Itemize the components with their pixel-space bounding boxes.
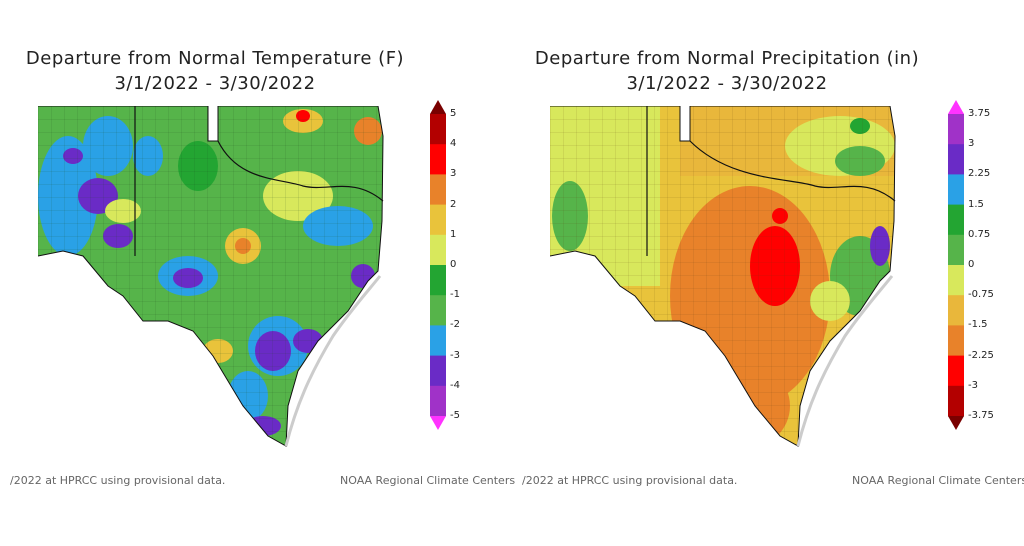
- precipitation-legend-band: [948, 265, 964, 296]
- precipitation-legend-tick-label: 2.25: [968, 168, 991, 180]
- precipitation-legend-cap-top: [948, 100, 964, 114]
- temperature-map: [38, 106, 384, 447]
- temperature-legend: 5 4 3 2 1 0 -1 -2 -3 -4 -5: [430, 100, 490, 430]
- precipitation-legend-tick-label: 1.5: [968, 198, 984, 210]
- temperature-legend-tick-label: -2: [450, 319, 460, 331]
- temperature-legend-tick-label: -3: [450, 349, 460, 361]
- precipitation-legend-tick-label: 3.75: [968, 108, 991, 119]
- precipitation-legend-tick-label: -3: [968, 379, 978, 391]
- precipitation-legend-tick-label: 0.75: [968, 228, 991, 240]
- temperature-date-range: 3/1/2022 - 3/30/2022: [114, 73, 316, 94]
- precipitation-legend-band: [948, 295, 964, 326]
- precipitation-legend-band: [948, 385, 964, 417]
- temperature-legend-band: [430, 174, 446, 206]
- temperature-legend-band: [430, 234, 446, 266]
- precipitation-legend: 3.75 3 2.25 1.5 0.75 0 -0.75 -1.5 -2.25 -3 -3.75: [948, 100, 1008, 430]
- precipitation-legend-band: [948, 355, 964, 387]
- temperature-legend-tick-label: -5: [450, 410, 460, 421]
- temperature-legend-tick-label: 5: [450, 108, 457, 119]
- temperature-legend-tick-label: 4: [450, 138, 457, 150]
- precipitation-footer-note: /2022 at HPRCC using provisional data.: [522, 474, 738, 487]
- precipitation-legend-cap-bottom: [948, 416, 964, 430]
- precipitation-date-range: 3/1/2022 - 3/30/2022: [626, 73, 828, 94]
- temperature-legend-tick-label: 0: [450, 259, 457, 270]
- precipitation-legend-tick-label: -3.75: [968, 410, 994, 421]
- precipitation-title: Departure from Normal Precipitation (in): [534, 48, 920, 69]
- precipitation-panel: Departure from Normal Precipitation (in)…: [512, 0, 1024, 546]
- temperature-legend-tick-label: -4: [450, 379, 460, 391]
- precipitation-legend-band: [948, 204, 964, 236]
- temperature-legend-band: [430, 204, 446, 236]
- precipitation-legend-tick-label: -1.5: [968, 319, 988, 331]
- precipitation-legend-band: [948, 234, 964, 266]
- precipitation-legend-band: [948, 144, 964, 175]
- temperature-footer-credit: NOAA Regional Climate Centers: [340, 474, 516, 487]
- temperature-legend-cap-top: [430, 100, 446, 114]
- temperature-legend-band: [430, 144, 446, 175]
- temperature-legend-tick-label: 3: [450, 168, 457, 180]
- precipitation-legend-band: [948, 325, 964, 357]
- temperature-legend-band: [430, 355, 446, 387]
- temperature-legend-band: [430, 385, 446, 417]
- precipitation-legend-tick-label: -2.25: [968, 349, 994, 361]
- precipitation-legend-tick-label: -0.75: [968, 289, 994, 301]
- precipitation-map: [550, 106, 896, 447]
- precipitation-legend-band: [948, 114, 964, 145]
- temperature-legend-tick-label: 2: [450, 198, 457, 210]
- temperature-legend-tick-label: -1: [450, 289, 460, 301]
- temperature-legend-band: [430, 265, 446, 296]
- precipitation-legend-bar: [948, 100, 964, 430]
- temperature-legend-cap-bottom: [430, 416, 446, 430]
- precipitation-legend-tick-label: 0: [968, 259, 975, 270]
- temperature-legend-band: [430, 325, 446, 357]
- precipitation-footer-credit: NOAA Regional Climate Centers: [852, 474, 1024, 487]
- temperature-legend-band: [430, 295, 446, 326]
- temperature-title: Departure from Normal Temperature (F): [25, 48, 405, 69]
- temperature-legend-band: [430, 114, 446, 145]
- temperature-panel: Departure from Normal Temperature (F) 3/…: [10, 48, 516, 487]
- temperature-legend-tick-label: 1: [450, 228, 457, 240]
- temperature-footer-note: /2022 at HPRCC using provisional data.: [10, 474, 226, 487]
- temperature-legend-bar: [430, 100, 446, 430]
- precipitation-legend-band: [948, 174, 964, 206]
- precipitation-legend-tick-label: 3: [968, 138, 975, 150]
